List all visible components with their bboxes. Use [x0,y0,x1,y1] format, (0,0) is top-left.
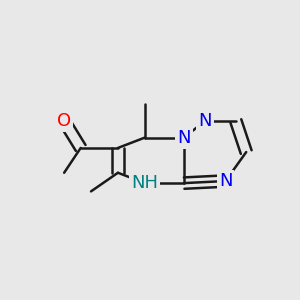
Text: NH: NH [131,174,158,192]
Text: N: N [219,172,232,190]
Text: N: N [177,129,191,147]
Text: O: O [57,112,71,130]
Text: N: N [198,112,211,130]
